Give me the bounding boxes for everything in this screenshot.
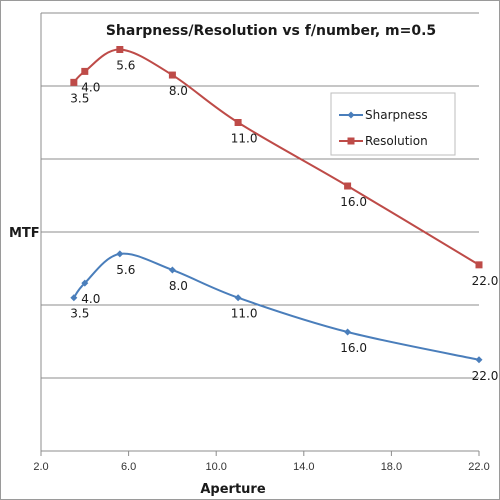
legend-label-sharpness: Sharpness [365, 108, 428, 122]
series-sharpness-point-5 [344, 328, 352, 336]
series-resolution-label-0: 3.5 [70, 91, 89, 105]
series-sharpness-label-2: 5.6 [116, 263, 135, 277]
gridlines [41, 12, 479, 379]
series-resolution-point-1 [81, 67, 89, 75]
series-sharpness-point-3 [168, 266, 176, 274]
x-tick-label-2: 10.0 [205, 461, 226, 473]
series-resolution-label-4: 11.0 [231, 132, 258, 146]
legend-marker-sharpness [347, 111, 355, 119]
series-sharpness-label-3: 8.0 [169, 279, 188, 293]
series-sharpness-label-4: 11.0 [231, 307, 258, 321]
series-layer [70, 46, 483, 364]
series-sharpness-label-6: 22.0 [472, 369, 499, 383]
series-sharpness-point-0 [70, 294, 78, 302]
series-sharpness [70, 250, 483, 364]
series-resolution-label-3: 8.0 [169, 84, 188, 98]
series-sharpness-point-4 [234, 294, 242, 302]
series-resolution-point-0 [70, 78, 78, 86]
data-labels: 3.54.05.68.011.016.022.03.54.05.68.011.0… [70, 59, 498, 383]
series-resolution-point-3 [168, 71, 176, 79]
series-resolution-label-5: 16.0 [340, 195, 367, 209]
series-resolution-line [73, 48, 480, 266]
legend-box [330, 92, 456, 156]
x-tick-label-1: 6.0 [121, 461, 136, 473]
series-sharpness-label-0: 3.5 [70, 307, 89, 321]
series-sharpness-label-1: 4.0 [81, 292, 100, 306]
chart-title: Sharpness/Resolution vs f/number, m=0.5 [106, 23, 436, 39]
y-axis-title: MTF [9, 226, 40, 241]
legend: Sharpness Resolution [330, 92, 456, 156]
series-sharpness-label-5: 16.0 [340, 341, 367, 355]
series-resolution-label-6: 22.0 [472, 274, 499, 288]
series-resolution-point-4 [234, 119, 242, 126]
series-resolution-point-5 [344, 182, 352, 190]
series-resolution-point-6 [475, 261, 483, 269]
legend-label-resolution: Resolution [365, 134, 428, 148]
series-resolution-label-2: 5.6 [116, 59, 135, 73]
series-sharpness-point-1 [81, 279, 89, 287]
x-tick-label-5: 22.0 [468, 461, 489, 473]
axes: 2.0 6.0 10.0 14.0 18.0 22.0 [33, 13, 490, 473]
x-tick-label-4: 18.0 [381, 461, 402, 473]
x-tick-label-3: 14.0 [293, 461, 314, 473]
series-resolution-label-1: 4.0 [81, 80, 100, 94]
x-tick-label-0: 2.0 [33, 461, 48, 473]
legend-marker-resolution [347, 137, 355, 145]
series-resolution-point-2 [116, 46, 124, 53]
series-sharpness-point-6 [475, 356, 483, 364]
series-sharpness-point-2 [116, 250, 124, 258]
x-axis-title: Aperture [200, 482, 265, 497]
series-resolution [70, 46, 483, 269]
